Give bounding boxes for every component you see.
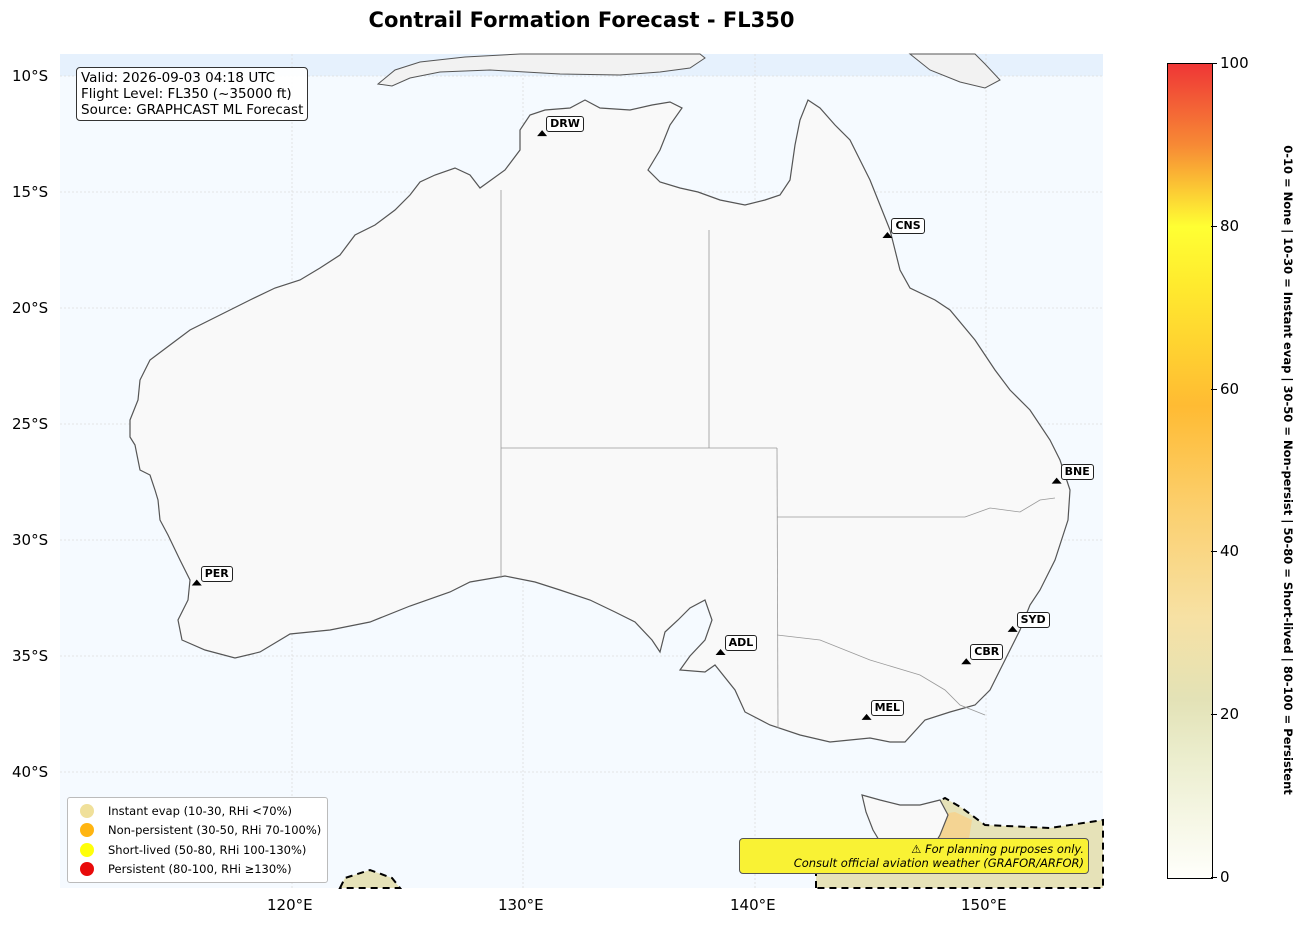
colorbar-tick-label: 40 — [1220, 542, 1240, 561]
city-label-syd[interactable]: SYD — [1016, 611, 1050, 628]
lat-tick-25s: 25°S — [12, 415, 49, 433]
lat-tick-35s: 35°S — [12, 647, 49, 665]
australia-landmass — [129, 99, 1071, 743]
colorbar-tick-mark — [1211, 877, 1217, 878]
city-label-drw[interactable]: DRW — [546, 116, 584, 133]
colorbar-tick-mark — [1211, 388, 1217, 390]
legend-label: Persistent (80-100, RHi ≥130%) — [108, 862, 292, 877]
lat-tick-40s: 40°S — [12, 763, 49, 781]
legend-item: Short-lived (50-80, RHi 100-130%) — [74, 840, 321, 860]
colorbar-tick-mark — [1211, 63, 1217, 64]
city-label-bne[interactable]: BNE — [1060, 463, 1094, 480]
colorbar-tick-label: 0 — [1220, 868, 1230, 886]
city-marker-drw[interactable] — [537, 130, 548, 137]
city-label-cns[interactable]: CNS — [891, 218, 925, 235]
city-marker-per[interactable] — [191, 579, 202, 586]
legend-item: Instant evap (10-30, RHi <70%) — [74, 801, 321, 821]
city-marker-cbr[interactable] — [961, 658, 972, 665]
legend-swatch-icon — [80, 803, 94, 818]
colorbar-tick-label: 100 — [1220, 54, 1249, 72]
colorbar-tick-mark — [1211, 225, 1217, 227]
lon-tick-120e: 120°E — [267, 896, 313, 914]
legend-item: Non-persistent (30-50, RHi 70-100%) — [74, 821, 321, 841]
legend-item: Persistent (80-100, RHi ≥130%) — [74, 860, 321, 880]
planning-disclaimer: ⚠ For planning purposes only. Consult of… — [739, 838, 1089, 874]
colorbar — [1167, 63, 1213, 879]
valid-time: Valid: 2026-09-03 04:18 UTC — [81, 70, 276, 86]
disclaimer-line-1: ⚠ For planning purposes only. — [911, 842, 1084, 856]
city-label-adl[interactable]: ADL — [724, 635, 758, 652]
lat-tick-10s: 10°S — [12, 67, 49, 85]
legend-label: Instant evap (10-30, RHi <70%) — [108, 803, 292, 818]
lon-tick-130e: 130°E — [498, 896, 544, 914]
colorbar-label: 0-10 = None | 10-30 = Instant evap | 30-… — [1278, 70, 1298, 870]
forecast-source: Source: GRAPHCAST ML Forecast — [81, 102, 304, 118]
city-markers — [191, 130, 1062, 720]
map-title: Contrail Formation Forecast - FL350 — [368, 8, 795, 32]
city-marker-cns[interactable] — [882, 232, 893, 239]
legend-label: Non-persistent (30-50, RHi 70-100%) — [108, 823, 322, 838]
city-marker-syd[interactable] — [1007, 625, 1018, 632]
city-marker-adl[interactable] — [715, 649, 726, 656]
lat-tick-15s: 15°S — [12, 183, 49, 201]
colorbar-label-text: 0-10 = None | 10-30 = Instant evap | 30-… — [1281, 145, 1295, 795]
state-borders — [500, 190, 1056, 729]
lat-tick-20s: 20°S — [12, 299, 49, 317]
lat-tick-30s: 30°S — [12, 531, 49, 549]
colorbar-tick-mark — [1211, 551, 1217, 553]
forecast-info-box: Valid: 2026-09-03 04:18 UTC Flight Level… — [76, 67, 309, 121]
city-label-cbr[interactable]: CBR — [970, 644, 1004, 661]
colorbar-tick-label: 20 — [1220, 705, 1240, 724]
legend-swatch-icon — [80, 862, 94, 877]
colorbar-tick-mark — [1211, 714, 1217, 716]
colorbar-tick-label: 80 — [1220, 216, 1240, 235]
legend-label: Short-lived (50-80, RHi 100-130%) — [108, 842, 307, 857]
city-label-per[interactable]: PER — [200, 565, 233, 582]
city-marker-bne[interactable] — [1051, 477, 1062, 484]
city-label-mel[interactable]: MEL — [870, 699, 905, 716]
contrail-zone-west — [338, 868, 403, 889]
legend-swatch-icon — [80, 823, 94, 838]
city-marker-mel[interactable] — [861, 713, 872, 720]
map-legend: Instant evap (10-30, RHi <70%) Non-persis… — [67, 797, 329, 883]
flight-level: Flight Level: FL350 (~35000 ft) — [81, 86, 292, 102]
lon-tick-140e: 140°E — [730, 896, 776, 914]
colorbar-tick-label: 60 — [1220, 379, 1240, 398]
legend-swatch-icon — [80, 842, 94, 857]
disclaimer-line-2: Consult official aviation weather (GRAFO… — [793, 856, 1084, 870]
png-east — [908, 53, 1001, 89]
png-landmass — [376, 53, 706, 87]
lon-tick-150e: 150°E — [961, 896, 1007, 914]
